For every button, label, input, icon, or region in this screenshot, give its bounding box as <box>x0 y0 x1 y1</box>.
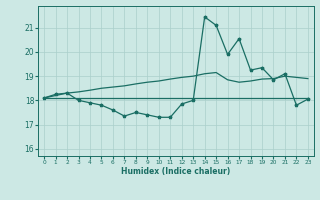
X-axis label: Humidex (Indice chaleur): Humidex (Indice chaleur) <box>121 167 231 176</box>
